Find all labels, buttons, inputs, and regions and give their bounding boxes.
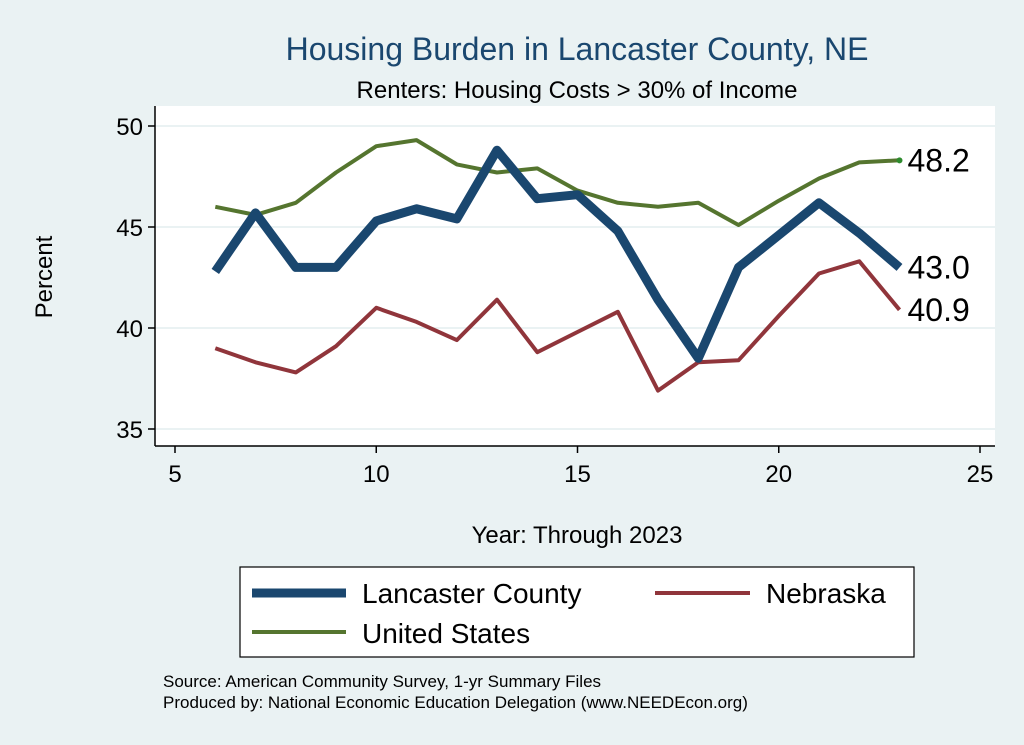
y-tick-label: 45	[116, 215, 143, 242]
axes: 35 40 45 50 5 10 15 20 25	[116, 106, 995, 488]
legend-label-lancaster-county: Lancaster County	[362, 578, 581, 609]
y-axis-title: Percent	[31, 235, 58, 318]
series-lines	[211, 138, 903, 393]
x-tick-label: 10	[363, 461, 390, 488]
producer-line: Produced by: National Economic Education…	[163, 693, 748, 712]
y-tick-label: 40	[116, 316, 143, 343]
x-tick-label: 20	[765, 461, 792, 488]
chart-subtitle: Renters: Housing Costs > 30% of Income	[357, 77, 798, 104]
series-line-united-states	[214, 138, 900, 227]
source-line: Source: American Community Survey, 1-yr …	[163, 672, 601, 691]
end-label-united-states: 48.2	[908, 142, 970, 178]
x-tick-label: 15	[564, 461, 591, 488]
legend-label-united-states: United States	[362, 618, 530, 649]
x-tick-label: 25	[967, 461, 994, 488]
x-axis-title: Year: Through 2023	[472, 522, 683, 549]
legend-box	[239, 566, 915, 658]
chart-title: Housing Burden in Lancaster County, NE	[286, 31, 869, 67]
end-label-lancaster-county: 43.0	[908, 249, 970, 285]
end-label-nebraska: 40.9	[908, 292, 970, 328]
series-line-nebraska	[214, 259, 902, 393]
x-tick-label: 5	[168, 461, 181, 488]
legend: Lancaster County Nebraska United States	[239, 566, 915, 658]
y-tick-label: 50	[116, 114, 143, 141]
series-line-lancaster-county	[211, 145, 903, 363]
end-point-marker	[896, 157, 903, 164]
end-labels: 48.2 43.0 40.9	[908, 142, 970, 327]
y-tick-label: 35	[116, 417, 143, 444]
legend-label-nebraska: Nebraska	[766, 578, 886, 609]
